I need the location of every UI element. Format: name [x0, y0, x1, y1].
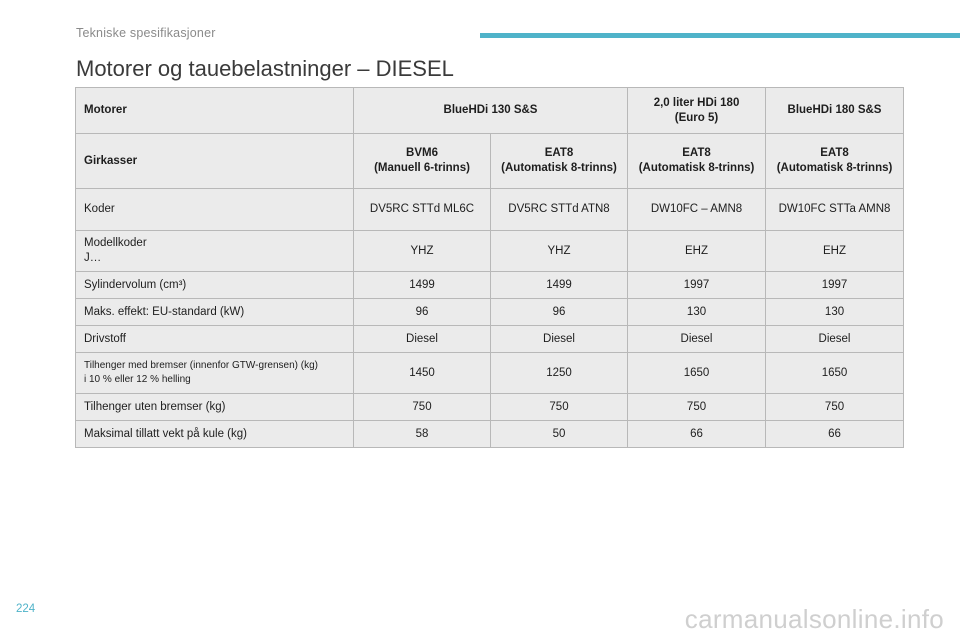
- displacement-value: 1997: [765, 271, 905, 299]
- model-codes-row: Modellkoder J… YHZ YHZ EHZ EHZ: [75, 230, 905, 272]
- braked-trailer-row: Tilhenger med bremser (innenfor GTW-gren…: [75, 352, 905, 394]
- page-number: 224: [16, 603, 36, 615]
- engine-bluehdi180: BlueHDi 180 S&S: [765, 87, 905, 134]
- gearbox-desc: (Manuell 6-trinns): [374, 162, 470, 174]
- braked-trailer-label: Tilhenger med bremser (innenfor GTW-gren…: [75, 352, 354, 394]
- fuel-value: Diesel: [765, 325, 905, 353]
- engine-bluehdi130: BlueHDi 130 S&S: [352, 87, 629, 134]
- fuel-value: Diesel: [353, 325, 491, 353]
- ball-weight-value: 58: [353, 420, 491, 448]
- model-codes-value: EHZ: [765, 230, 905, 272]
- ball-weight-value: 66: [765, 420, 905, 448]
- gearbox-desc: (Automatisk 8-trinns): [776, 162, 893, 174]
- header-accent-bar: [480, 33, 960, 38]
- displacement-value: 1499: [353, 271, 491, 299]
- gearbox-name: BVM6: [406, 147, 438, 159]
- gearbox-name: EAT8: [820, 147, 849, 159]
- ball-weight-value: 50: [489, 420, 629, 448]
- displacement-value: 1997: [627, 271, 767, 299]
- gearbox-row: Girkasser BVM6 (Manuell 6-trinns) EAT8 (…: [75, 133, 905, 189]
- model-codes-value: EHZ: [627, 230, 767, 272]
- gearbox-cell: BVM6 (Manuell 6-trinns): [353, 133, 491, 189]
- fuel-value: Diesel: [489, 325, 629, 353]
- engine-label: Motorer: [75, 87, 354, 134]
- ball-weight-value: 66: [627, 420, 767, 448]
- fuel-value: Diesel: [627, 325, 767, 353]
- power-value: 96: [353, 298, 491, 326]
- power-value: 130: [765, 298, 905, 326]
- braked-trailer-value: 1650: [627, 352, 767, 394]
- model-codes-label-line1: Modellkoder: [84, 237, 147, 249]
- engine-hdi180: 2,0 liter HDi 180 (Euro 5): [627, 87, 767, 134]
- gearbox-cell: EAT8 (Automatisk 8-trinns): [627, 133, 767, 189]
- page-title: Motorer og tauebelastninger – DIESEL: [76, 56, 454, 81]
- model-codes-label: Modellkoder J…: [75, 230, 354, 272]
- codes-value: DW10FC STTa AMN8: [765, 188, 905, 231]
- fuel-row: Drivstoff Diesel Diesel Diesel Diesel: [75, 325, 905, 353]
- section-label: Tekniske spesifikasjoner: [76, 26, 216, 40]
- engine-row: Motorer BlueHDi 130 S&S 2,0 liter HDi 18…: [75, 87, 905, 134]
- gearbox-desc: (Automatisk 8-trinns): [501, 162, 617, 174]
- braked-trailer-value: 1450: [353, 352, 491, 394]
- unbraked-trailer-value: 750: [627, 393, 767, 421]
- gearbox-label: Girkasser: [75, 133, 354, 189]
- gearbox-cell: EAT8 (Automatisk 8-trinns): [765, 133, 905, 189]
- displacement-value: 1499: [489, 271, 629, 299]
- fuel-label: Drivstoff: [75, 325, 354, 353]
- braked-trailer-label-line1: Tilhenger med bremser (innenfor GTW-gren…: [84, 360, 318, 371]
- ball-weight-row: Maksimal tillatt vekt på kule (kg) 58 50…: [75, 420, 905, 448]
- codes-row: Koder DV5RC STTd ML6C DV5RC STTd ATN8 DW…: [75, 188, 905, 231]
- unbraked-trailer-label: Tilhenger uten bremser (kg): [75, 393, 354, 421]
- gearbox-name: EAT8: [682, 147, 711, 159]
- power-value: 130: [627, 298, 767, 326]
- model-codes-value: YHZ: [353, 230, 491, 272]
- gearbox-cell: EAT8 (Automatisk 8-trinns): [489, 133, 629, 189]
- ball-weight-label: Maksimal tillatt vekt på kule (kg): [75, 420, 354, 448]
- codes-value: DV5RC STTd ATN8: [489, 188, 629, 231]
- codes-label: Koder: [75, 188, 354, 231]
- model-codes-value: YHZ: [489, 230, 629, 272]
- unbraked-trailer-value: 750: [353, 393, 491, 421]
- codes-value: DV5RC STTd ML6C: [353, 188, 491, 231]
- power-label: Maks. effekt: EU-standard (kW): [75, 298, 354, 326]
- power-row: Maks. effekt: EU-standard (kW) 96 96 130…: [75, 298, 905, 326]
- engine-hdi180-line1: 2,0 liter HDi 180: [653, 96, 740, 109]
- codes-value: DW10FC – AMN8: [627, 188, 767, 231]
- gearbox-desc: (Automatisk 8-trinns): [638, 162, 755, 174]
- displacement-row: Sylindervolum (cm³) 1499 1499 1997 1997: [75, 271, 905, 299]
- braked-trailer-label-line2: i 10 % eller 12 % helling: [84, 374, 191, 385]
- unbraked-trailer-value: 750: [765, 393, 905, 421]
- displacement-label: Sylindervolum (cm³): [75, 271, 354, 299]
- braked-trailer-value: 1650: [765, 352, 905, 394]
- braked-trailer-value: 1250: [489, 352, 629, 394]
- engine-hdi180-line2: (Euro 5): [674, 111, 719, 124]
- model-codes-label-line2: J…: [84, 252, 102, 264]
- specifications-table: Motorer BlueHDi 130 S&S 2,0 liter HDi 18…: [75, 87, 905, 448]
- site-watermark: carmanualsonline.info: [684, 604, 944, 634]
- gearbox-name: EAT8: [544, 147, 574, 159]
- unbraked-trailer-value: 750: [489, 393, 629, 421]
- unbraked-trailer-row: Tilhenger uten bremser (kg) 750 750 750 …: [75, 393, 905, 421]
- power-value: 96: [489, 298, 629, 326]
